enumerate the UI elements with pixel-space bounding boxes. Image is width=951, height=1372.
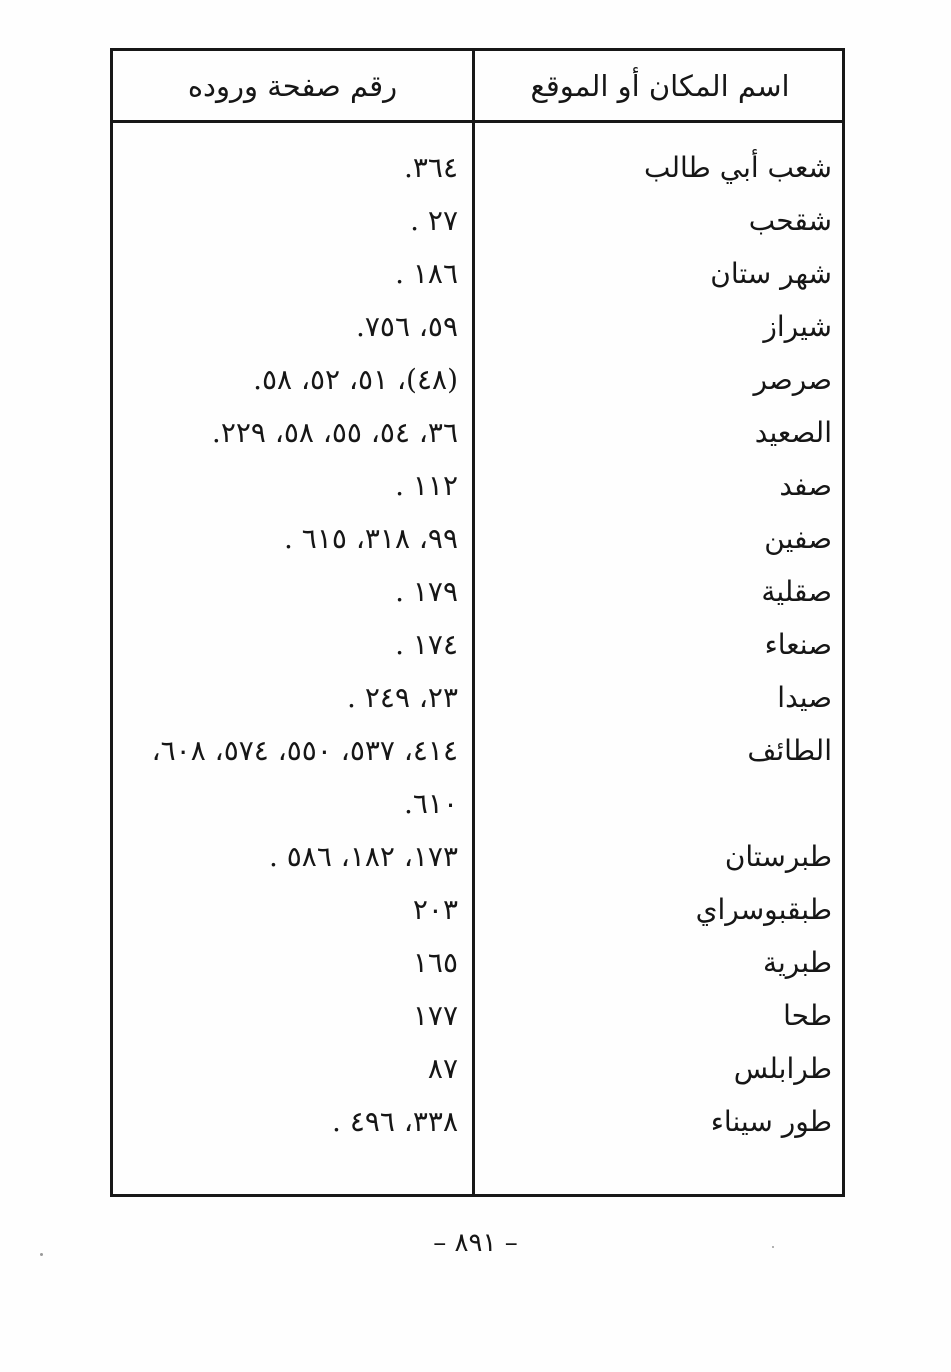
place-name-cell: صفين [764, 522, 832, 555]
header-page-numbers: رقم صفحة وروده [187, 68, 398, 103]
place-name-cell: شهر ستان [710, 257, 832, 290]
page-numbers-cell: ٢٧ . [410, 204, 458, 237]
place-name-cell: صرصر [753, 363, 832, 396]
table-row: ١٨٦ . شهر ستان [113, 247, 842, 300]
table-row: ٨٧ طرابلس [113, 1042, 842, 1095]
place-name-cell: صفد [779, 469, 832, 502]
table-row: ٥٩، ٧٥٦. شيراز [113, 300, 842, 353]
place-name-cell: طور سيناء [710, 1105, 832, 1138]
place-name-cell: طرابلس [733, 1052, 832, 1085]
column-divider [472, 51, 475, 1194]
index-table: رقم صفحة وروده اسم المكان أو الموقع ٣٦٤.… [110, 48, 845, 1197]
page-numbers-cell: ١١٢ . [395, 469, 458, 502]
page-numbers-cell-line2: ٦١٠. [403, 787, 458, 820]
header-place-name: اسم المكان أو الموقع [530, 68, 790, 103]
table-row: ١٦٥ طبرية [113, 936, 842, 989]
page-numbers-cell: ٣٦٤. [403, 151, 458, 184]
page-numbers-cell: ١٨٦ . [395, 257, 458, 290]
place-name-cell: طحا [783, 999, 832, 1032]
folio-page-number: – ٨٩١ – [433, 1228, 518, 1258]
scan-speck [40, 1253, 43, 1256]
place-name-cell: الصعيد [754, 416, 832, 449]
place-name-cell: شيراز [763, 310, 832, 343]
page-numbers-cell: ٨٧ [427, 1052, 458, 1085]
table-row: ١٧٧ طحا [113, 989, 842, 1042]
table-body: ٣٦٤. شعب أبي طالب ٢٧ . شقحب ١٨٦ . شهر ست… [113, 123, 842, 1148]
page-numbers-cell: ٥٩، ٧٥٦. [355, 310, 458, 343]
table-row: ٣٣٨، ٤٩٦ . طور سيناء [113, 1095, 842, 1148]
place-name-cell: طبقبوسراي [695, 893, 832, 926]
page-numbers-cell: (٤٨)، ٥١، ٥٢، ٥٨. [253, 363, 458, 396]
table-row: ١٧٤ . صنعاء [113, 618, 842, 671]
page-numbers-cell: ١٧٩ . [395, 575, 458, 608]
table-row: ٢٧ . شقحب [113, 194, 842, 247]
table-row: ٣٦، ٥٤، ٥٥، ٥٨، ٢٢٩. الصعيد [113, 406, 842, 459]
place-name-cell: طبرستان [724, 840, 832, 873]
table-row: ٢٠٣ طبقبوسراي [113, 883, 842, 936]
place-name-cell: صقلية [761, 575, 832, 608]
table-row: (٤٨)، ٥١، ٥٢، ٥٨. صرصر [113, 353, 842, 406]
page-numbers-cell: ١٧٣، ١٨٢، ٥٨٦ . [268, 840, 458, 873]
page-numbers-cell: ٢٣، ٢٤٩ . [347, 681, 458, 714]
place-name-cell: شعب أبي طالب [643, 151, 832, 184]
page-numbers-cell: ٣٣٨، ٤٩٦ . [332, 1105, 458, 1138]
table-row: ١١٢ . صفد [113, 459, 842, 512]
page-numbers-cell-line1: ٤١٤، ٥٣٧، ٥٥٠، ٥٧٤، ٦٠٨، [151, 734, 458, 767]
page-numbers-cell: ١٧٤ . [395, 628, 458, 661]
place-name-cell: الطائف [747, 734, 832, 767]
scan-speck [772, 1246, 774, 1248]
table-row: ٤١٤، ٥٣٧، ٥٥٠، ٥٧٤، ٦٠٨، ٦١٠. الطائف [113, 724, 842, 830]
place-name-cell: شقحب [748, 204, 832, 237]
page-numbers-cell: ١٧٧ [412, 999, 458, 1032]
page-numbers-cell: ٩٩، ٣١٨، ٦١٥ . [283, 522, 458, 555]
table-row: ٢٣، ٢٤٩ . صيدا [113, 671, 842, 724]
table-header-row: رقم صفحة وروده اسم المكان أو الموقع [113, 51, 842, 123]
page-numbers-cell: ١٦٥ [412, 946, 458, 979]
table-row: ١٧٩ . صقلية [113, 565, 842, 618]
table-row: ٩٩، ٣١٨، ٦١٥ . صفين [113, 512, 842, 565]
page-numbers-cell: ٣٦، ٥٤، ٥٥، ٥٨، ٢٢٩. [211, 416, 458, 449]
place-name-cell: طبرية [763, 946, 832, 979]
table-row: ٣٦٤. شعب أبي طالب [113, 141, 842, 194]
table-row: ١٧٣، ١٨٢، ٥٨٦ . طبرستان [113, 830, 842, 883]
place-name-cell: صيدا [777, 681, 832, 714]
place-name-cell: صنعاء [764, 628, 832, 661]
page-numbers-cell: ٢٠٣ [412, 893, 458, 926]
